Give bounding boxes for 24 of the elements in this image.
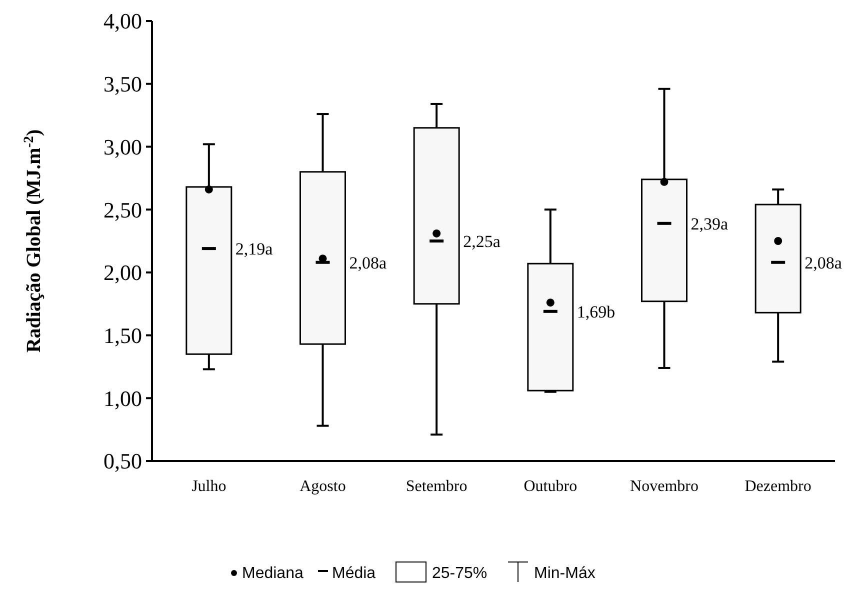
annotation: 2,08a	[349, 253, 387, 272]
x-tick-label: Agosto	[300, 478, 346, 495]
x-tick-label: Novembro	[630, 478, 698, 495]
y-tick-label: 4,00	[104, 8, 142, 34]
x-tick-label: Setembro	[406, 478, 468, 495]
y-tick-label: 0,50	[104, 448, 142, 474]
text: 25-75%	[432, 565, 488, 582]
text: Mediana	[242, 565, 304, 582]
annotation: 2,25a	[463, 232, 501, 251]
x-tick-label: Julho	[192, 478, 226, 495]
y-tick-label: 3,00	[104, 134, 142, 160]
text: Média	[332, 565, 376, 582]
x-tick-label: Outubro	[524, 478, 578, 495]
annotation: 2,08a	[804, 253, 842, 272]
y-tick-label: 3,50	[104, 72, 142, 97]
annotation: 2,39a	[690, 214, 728, 234]
y-tick-label: 2,50	[104, 197, 142, 222]
y-tick-label: 2,00	[104, 260, 142, 286]
y-tick-label: 1,00	[104, 386, 142, 411]
annotation: 2,19a	[235, 239, 274, 258]
text: Min-Máx	[534, 565, 596, 582]
x-tick-label: Dezembro	[744, 478, 812, 495]
y-tick-label: 1,50	[104, 322, 142, 348]
annotation: 1,69b	[576, 302, 616, 322]
